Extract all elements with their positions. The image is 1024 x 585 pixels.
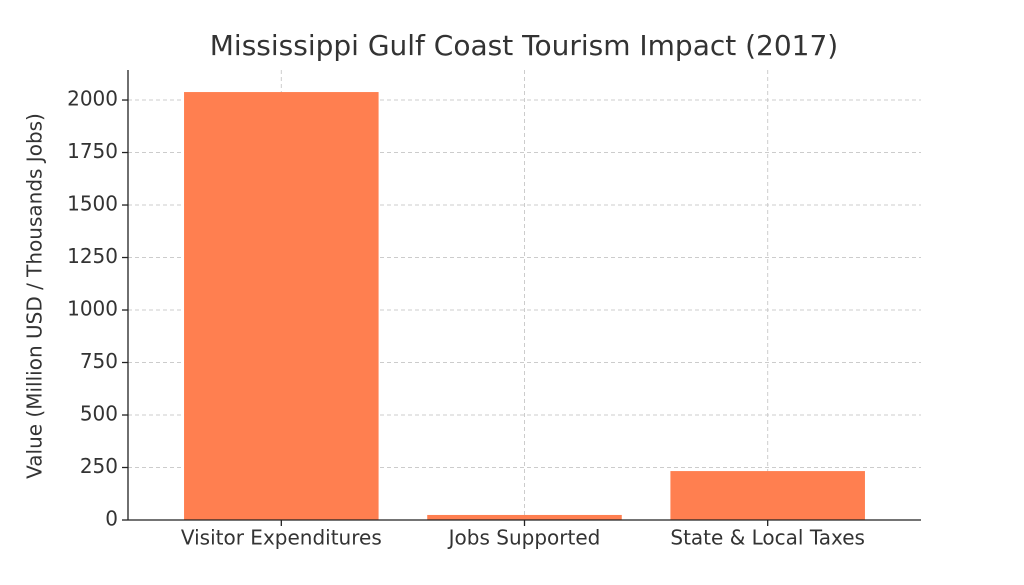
- x-tick-label: State & Local Taxes: [670, 526, 865, 550]
- bar: [670, 471, 865, 520]
- y-tick-label: 1250: [67, 244, 118, 268]
- y-tick-label: 2000: [67, 87, 118, 111]
- y-tick-label: 1000: [67, 297, 118, 321]
- y-tick-label: 500: [80, 402, 118, 426]
- y-axis-label: Value (Million USD / Thousands Jobs): [23, 113, 47, 479]
- x-tick-label: Jobs Supported: [447, 526, 601, 550]
- y-tick-label: 750: [80, 349, 118, 373]
- bar: [427, 514, 622, 520]
- chart-title: Mississippi Gulf Coast Tourism Impact (2…: [210, 29, 838, 62]
- y-tick-label: 0: [105, 507, 118, 531]
- y-tick-label: 250: [80, 454, 118, 478]
- bar: [184, 92, 379, 521]
- x-tick-label: Visitor Expenditures: [181, 526, 382, 550]
- y-tick-label: 1750: [67, 139, 118, 163]
- y-tick-label: 1500: [67, 192, 118, 216]
